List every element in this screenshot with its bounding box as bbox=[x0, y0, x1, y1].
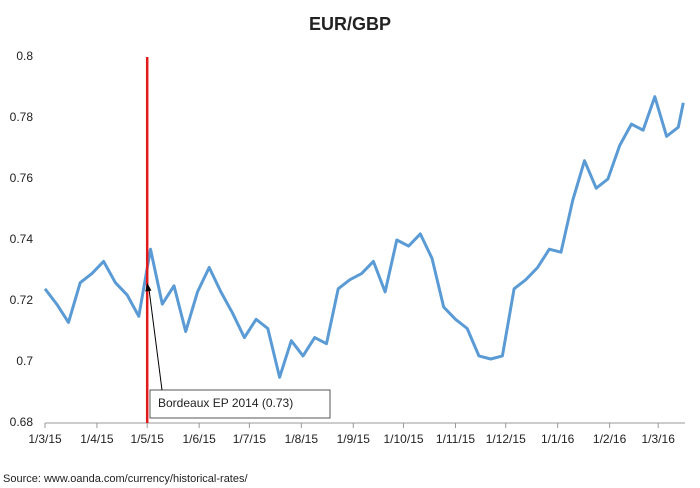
x-tick-label: 1/3/16 bbox=[642, 432, 676, 446]
x-tick-label: 1/11/15 bbox=[436, 432, 475, 446]
x-tick-label: 1/1/16 bbox=[541, 432, 575, 446]
x-tick-label: 1/8/15 bbox=[285, 432, 319, 446]
y-tick-label: 0.74 bbox=[10, 232, 34, 246]
annotation-box bbox=[149, 389, 331, 419]
x-tick-label: 1/2/16 bbox=[593, 432, 627, 446]
y-tick-label: 0.68 bbox=[10, 415, 34, 429]
annotation-arrow bbox=[148, 290, 163, 391]
y-tick-label: 0.76 bbox=[10, 171, 34, 185]
arrow-head bbox=[145, 282, 152, 292]
x-tick-label: 1/10/15 bbox=[384, 432, 424, 446]
source-note: Source: www.oanda.com/currency/historica… bbox=[3, 473, 248, 485]
y-tick-label: 0.7 bbox=[16, 354, 33, 368]
annotation-text: Bordeaux EP 2014 (0.73) bbox=[158, 396, 293, 410]
y-tick-label: 0.78 bbox=[10, 110, 34, 124]
x-tick-label: 1/12/15 bbox=[486, 432, 526, 446]
chart-title: EUR/GBP bbox=[309, 14, 391, 34]
x-tick-label: 1/3/15 bbox=[28, 432, 62, 446]
y-tick-label: 0.8 bbox=[16, 49, 33, 63]
data-line bbox=[43, 95, 685, 379]
x-tick-label: 1/4/15 bbox=[80, 432, 114, 446]
y-tick-label: 0.72 bbox=[10, 293, 34, 307]
x-tick-label: 1/5/15 bbox=[131, 432, 165, 446]
x-tick-label: 1/6/15 bbox=[182, 432, 216, 446]
x-tick-label: 1/7/15 bbox=[233, 432, 267, 446]
x-tick-label: 1/9/15 bbox=[337, 432, 371, 446]
